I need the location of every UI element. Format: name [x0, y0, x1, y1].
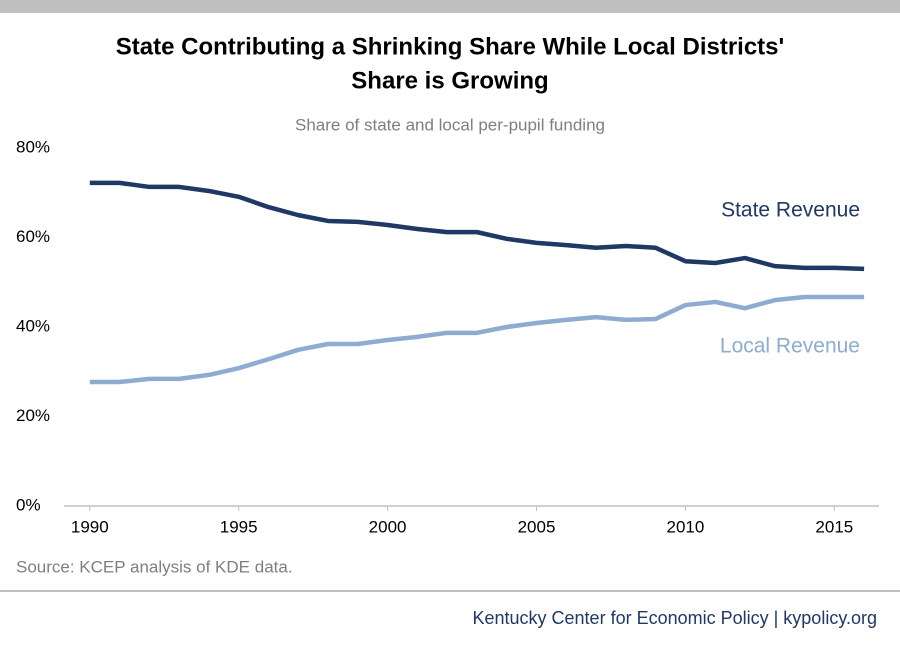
- x-tick-label: 1995: [220, 517, 258, 536]
- chart-subtitle: Share of state and local per-pupil fundi…: [295, 115, 605, 134]
- y-tick-label: 0%: [16, 495, 41, 514]
- y-tick-label: 60%: [16, 227, 50, 246]
- top-bar: [0, 0, 900, 13]
- x-tick-label: 1990: [71, 517, 109, 536]
- x-tick-label: 2000: [369, 517, 407, 536]
- line-series: [89, 180, 865, 272]
- y-tick-label: 20%: [16, 406, 50, 425]
- x-tick-label: 2005: [518, 517, 556, 536]
- x-tick-label: 2010: [667, 517, 705, 536]
- series-label: Local Revenue: [720, 335, 860, 358]
- source: Source: KCEP analysis of KDE data.: [16, 557, 293, 576]
- footer: Kentucky Center for Economic Policy | ky…: [473, 608, 878, 628]
- series-label: State Revenue: [721, 198, 860, 221]
- line-series: [89, 294, 865, 385]
- y-tick-label: 80%: [16, 137, 50, 156]
- x-tick-label: 2015: [815, 517, 853, 536]
- y-tick-label: 40%: [16, 316, 50, 335]
- chart-title: Share is Growing: [351, 67, 548, 94]
- chart-title: State Contributing a Shrinking Share Whi…: [116, 33, 784, 60]
